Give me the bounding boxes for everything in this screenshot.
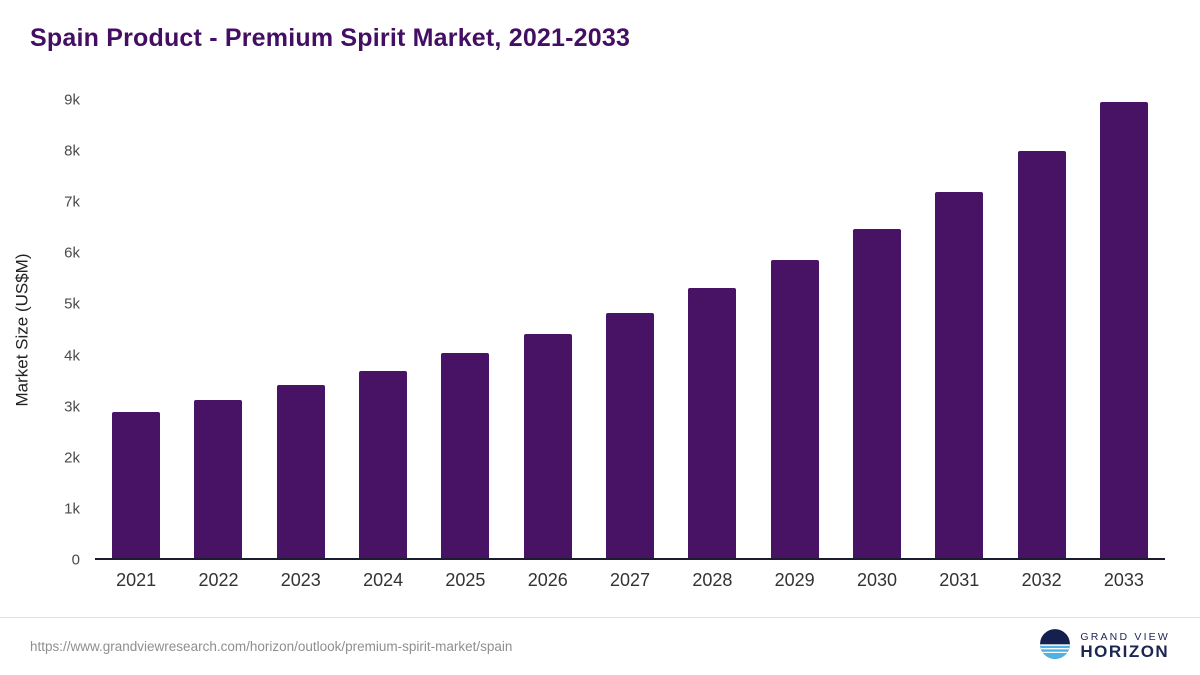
bar-2033: [1099, 101, 1148, 558]
y-tick-label: 2k: [64, 449, 80, 467]
y-tick-label: 4k: [64, 347, 80, 365]
bar-slot: [671, 100, 753, 558]
y-tick-label: 0: [71, 551, 80, 569]
bar-2021: [112, 411, 161, 558]
y-tick-label: 9k: [64, 91, 80, 109]
y-tick-label: 7k: [64, 193, 80, 211]
source-url: https://www.grandviewresearch.com/horizo…: [30, 639, 513, 654]
x-tick-label: 2023: [280, 570, 321, 590]
x-tick-label: 2031: [939, 570, 980, 590]
bar-2022: [194, 399, 243, 558]
bars-container: [95, 100, 1165, 558]
y-tick-label: 3k: [64, 398, 80, 416]
y-tick-label: 6k: [64, 244, 80, 262]
bar-slot: [177, 100, 259, 558]
bar-slot: [1000, 100, 1082, 558]
bar-2027: [606, 312, 655, 558]
bar-slot: [260, 100, 342, 558]
x-tick-label: 2021: [116, 570, 157, 590]
bar-slot: [754, 100, 836, 558]
x-tick-label: 2025: [445, 570, 486, 590]
footer: https://www.grandviewresearch.com/horizo…: [0, 617, 1200, 675]
bar-slot: [589, 100, 671, 558]
bar-2030: [852, 228, 901, 558]
bar-2029: [770, 260, 819, 558]
x-tick-label: 2024: [363, 570, 404, 590]
y-tick-label: 1k: [64, 500, 80, 518]
bar-slot: [918, 100, 1000, 558]
bar-2031: [935, 191, 984, 558]
y-axis-title: Market Size (US$M): [8, 100, 38, 560]
bar-slot: [95, 100, 177, 558]
x-tick-label: 2022: [198, 570, 239, 590]
x-tick-label: 2027: [610, 570, 651, 590]
x-tick-label: 2029: [774, 570, 815, 590]
y-axis-title-text: Market Size (US$M): [13, 253, 32, 407]
logo-horizon: HORIZON: [1080, 642, 1170, 662]
y-tick-label: 8k: [64, 142, 80, 160]
bar-slot: [424, 100, 506, 558]
bar-2026: [523, 334, 572, 558]
x-tick-label: 2028: [692, 570, 733, 590]
horizon-logo-icon: [1039, 628, 1071, 665]
x-tick-label: 2026: [527, 570, 568, 590]
x-tick-label: 2032: [1021, 570, 1062, 590]
x-axis-tick-labels: 2021 2022 2023 2024 2025 2026 2027 2028 2029 2030…: [95, 570, 1165, 591]
grandview-horizon-logo: GRAND VIEW HORIZON: [1039, 628, 1170, 665]
bar-slot: [836, 100, 918, 558]
bar-2025: [441, 353, 490, 558]
logo-text: GRAND VIEW HORIZON: [1080, 632, 1170, 661]
bar-2024: [359, 370, 408, 558]
bar-2028: [688, 288, 737, 558]
x-tick-label: 2030: [856, 570, 897, 590]
bar-2023: [276, 384, 325, 558]
x-tick-label: 2033: [1103, 570, 1144, 590]
bar-2032: [1017, 150, 1066, 558]
y-tick-label: 5k: [64, 295, 80, 313]
y-axis-tick-labels: 0 1k 2k 3k 4k 5k 6k 7k 8k 9k: [40, 92, 88, 569]
bar-slot: [1083, 100, 1165, 558]
logo-grand-view: GRAND VIEW: [1080, 631, 1170, 644]
chart-title: Spain Product - Premium Spirit Market, 2…: [30, 24, 631, 52]
bar-chart-plot-area: [95, 100, 1165, 560]
bar-slot: [507, 100, 589, 558]
bar-slot: [342, 100, 424, 558]
